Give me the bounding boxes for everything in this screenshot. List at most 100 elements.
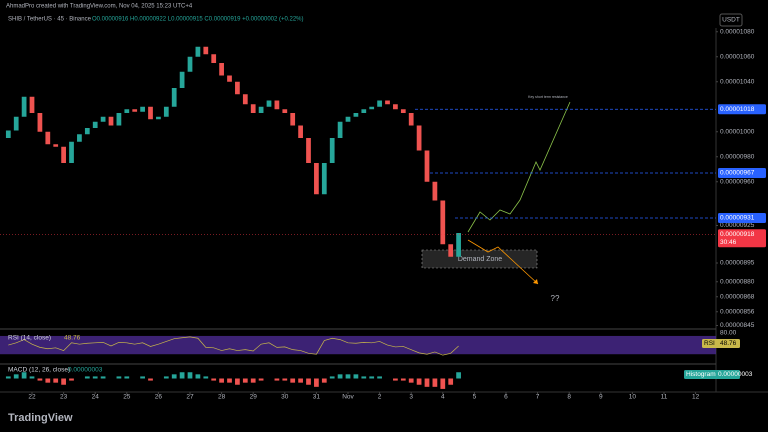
candle bbox=[92, 121, 98, 128]
candle bbox=[353, 113, 359, 117]
candle bbox=[432, 181, 438, 201]
macd-bar bbox=[306, 378, 311, 385]
candle bbox=[69, 141, 74, 163]
candle bbox=[124, 109, 130, 113]
x-tick-label: 12 bbox=[692, 394, 700, 401]
x-tick-label: 11 bbox=[661, 394, 668, 401]
macd-bar bbox=[84, 376, 90, 379]
macd-bar bbox=[13, 374, 19, 379]
candle bbox=[187, 56, 193, 72]
macd-bar bbox=[53, 378, 59, 383]
candle bbox=[21, 96, 27, 117]
rsi-value: 48.76 bbox=[64, 335, 81, 342]
macd-bar bbox=[345, 374, 351, 379]
currency[interactable]: USDT bbox=[722, 17, 740, 24]
candle bbox=[440, 200, 446, 245]
candle bbox=[84, 128, 90, 135]
macd-bar bbox=[227, 378, 232, 383]
macd-bar bbox=[282, 378, 288, 381]
rsi-tag-box bbox=[702, 339, 740, 348]
macd-bar bbox=[171, 374, 177, 379]
logo: TradingView bbox=[8, 412, 73, 424]
symbol-title: SHIB / TetherUS · 45 · Binance bbox=[8, 17, 92, 23]
level-tag bbox=[718, 104, 766, 115]
candle bbox=[385, 100, 390, 105]
candle bbox=[456, 233, 461, 257]
candle bbox=[77, 134, 82, 142]
y-tick-label: 0.00000845 bbox=[720, 322, 755, 329]
candle bbox=[448, 244, 454, 257]
candle bbox=[250, 104, 256, 113]
macd-bar bbox=[69, 378, 74, 381]
candle bbox=[306, 138, 311, 163]
macd-bar bbox=[235, 378, 240, 385]
macd-bar bbox=[298, 378, 303, 383]
x-tick-label: 23 bbox=[60, 394, 68, 401]
level-tag bbox=[718, 168, 766, 178]
x-tick-label: 28 bbox=[218, 394, 226, 401]
rsi-line bbox=[8, 336, 459, 356]
credit: AhmadPro created with TradingView.com, N… bbox=[6, 4, 193, 10]
macd-bar bbox=[424, 378, 430, 387]
macd-bar bbox=[163, 376, 169, 379]
candle bbox=[408, 113, 414, 126]
candle bbox=[156, 116, 161, 120]
candle bbox=[116, 113, 122, 126]
x-tick-label: 30 bbox=[281, 394, 289, 401]
x-tick-label: 27 bbox=[186, 394, 194, 401]
rsi-tag-value: 48.76 bbox=[720, 340, 737, 347]
x-tick-label: 25 bbox=[123, 394, 131, 401]
candle bbox=[337, 121, 343, 138]
candle bbox=[132, 109, 138, 112]
candle bbox=[195, 46, 201, 57]
x-tick-label: 4 bbox=[441, 394, 445, 401]
y-tick-label: 0.00001060 bbox=[720, 53, 755, 60]
candle bbox=[258, 106, 264, 113]
macd-bar bbox=[37, 378, 43, 381]
macd-bar bbox=[124, 376, 130, 379]
y-tick-label: 0.00000880 bbox=[720, 278, 755, 285]
macd-bar bbox=[29, 376, 35, 379]
candle bbox=[400, 109, 406, 113]
rsi-label: RSI (14, close) bbox=[8, 335, 51, 342]
candle bbox=[171, 88, 177, 107]
rsi-band bbox=[0, 335, 716, 355]
candle bbox=[100, 116, 106, 122]
macd-bar bbox=[314, 378, 319, 387]
candle bbox=[13, 116, 19, 131]
question: ?? bbox=[551, 294, 560, 303]
candle bbox=[235, 81, 240, 95]
macd-bar bbox=[211, 378, 217, 381]
x-tick-label: 7 bbox=[536, 394, 540, 401]
currency-box[interactable] bbox=[719, 13, 743, 27]
x-tick-label: Nov bbox=[342, 394, 354, 401]
macd-bar bbox=[203, 376, 209, 379]
x-tick-label: 22 bbox=[28, 394, 36, 401]
y-tick-label: 0.00000868 bbox=[720, 293, 755, 300]
macd-bar bbox=[274, 378, 280, 381]
macd-bar bbox=[369, 376, 375, 379]
candle bbox=[227, 75, 232, 82]
macd-bar bbox=[195, 374, 201, 379]
candle bbox=[329, 138, 335, 163]
rsi-tag: RSI bbox=[704, 340, 715, 347]
macd-bar bbox=[440, 378, 446, 389]
macd-bar bbox=[219, 378, 224, 383]
macd-bar bbox=[258, 378, 264, 381]
macd-bar bbox=[393, 378, 398, 381]
last-price-label: 0.00000918 bbox=[720, 231, 755, 238]
resistance-note: Key short term resistance bbox=[528, 95, 568, 99]
macd-bar bbox=[400, 378, 406, 381]
macd-bar bbox=[140, 376, 145, 379]
candle bbox=[361, 109, 367, 113]
candle bbox=[148, 106, 153, 120]
candle bbox=[203, 46, 209, 55]
candle bbox=[29, 96, 35, 113]
macd-bar bbox=[100, 376, 106, 379]
macd-bar bbox=[187, 372, 193, 379]
candle bbox=[211, 54, 217, 63]
macd-bar bbox=[432, 378, 438, 387]
x-tick-label: 31 bbox=[313, 394, 321, 401]
